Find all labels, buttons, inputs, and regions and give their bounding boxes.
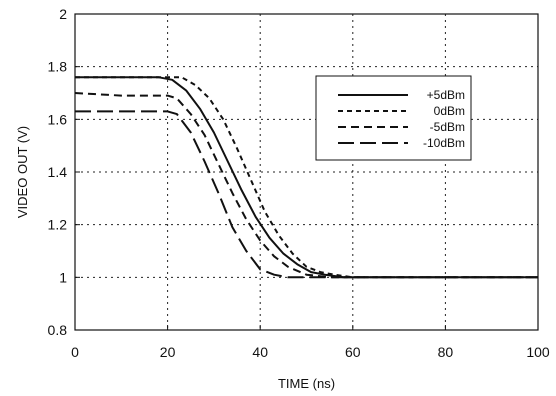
y-axis-tick-labels: 0.8 1 1.2 1.4 1.6 1.8 2 [48,6,80,338]
y-tick-label: 1 [59,269,67,285]
y-tick-label: 1.6 [48,111,68,127]
y-tick-label: 1.8 [48,59,68,75]
legend-label: -5dBm [430,120,465,134]
x-axis-label: TIME (ns) [278,376,335,391]
x-tick-label: 40 [252,344,268,360]
legend-label: 0dBm [434,104,465,118]
y-tick-label: 2 [59,6,67,22]
legend: +5dBm 0dBm -5dBm -10dBm [315,75,472,161]
series-line-3 [75,110,538,279]
y-tick-label: 1.2 [48,217,68,233]
legend-label: +5dBm [427,88,465,102]
y-tick-label: 1.4 [48,164,68,180]
plot-area-border [74,13,539,331]
x-axis-tick-labels: 0 20 40 60 80 100 [71,325,550,360]
x-tick-label: 100 [526,344,550,360]
legend-box [315,75,472,161]
legend-label: -10dBm [423,136,465,150]
x-tick-label: 60 [345,344,361,360]
plot-series [74,76,538,279]
y-axis-label: VIDEO OUT (V) [15,126,30,218]
y-tick-label: 0.8 [48,322,68,338]
x-tick-label: 0 [71,344,79,360]
x-tick-label: 20 [160,344,176,360]
x-tick-label: 80 [438,344,454,360]
grid-lines [75,14,538,330]
